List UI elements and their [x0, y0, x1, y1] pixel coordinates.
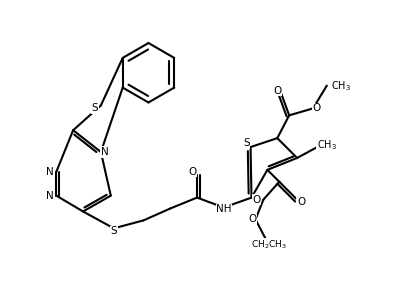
Text: S: S	[243, 138, 250, 148]
Text: N: N	[101, 147, 109, 157]
Text: N: N	[47, 191, 54, 201]
Text: CH$_3$: CH$_3$	[317, 138, 337, 152]
Text: O: O	[188, 167, 196, 177]
Text: CH$_2$CH$_3$: CH$_2$CH$_3$	[252, 239, 287, 251]
Text: O: O	[252, 195, 261, 205]
Text: O: O	[248, 214, 257, 225]
Text: S: S	[92, 103, 98, 113]
Text: O: O	[297, 197, 305, 207]
Text: O: O	[273, 86, 281, 95]
Text: CH$_3$: CH$_3$	[331, 79, 351, 92]
Text: N: N	[47, 167, 54, 177]
Text: NH: NH	[216, 205, 232, 214]
Text: S: S	[111, 226, 117, 236]
Text: O: O	[313, 103, 321, 113]
